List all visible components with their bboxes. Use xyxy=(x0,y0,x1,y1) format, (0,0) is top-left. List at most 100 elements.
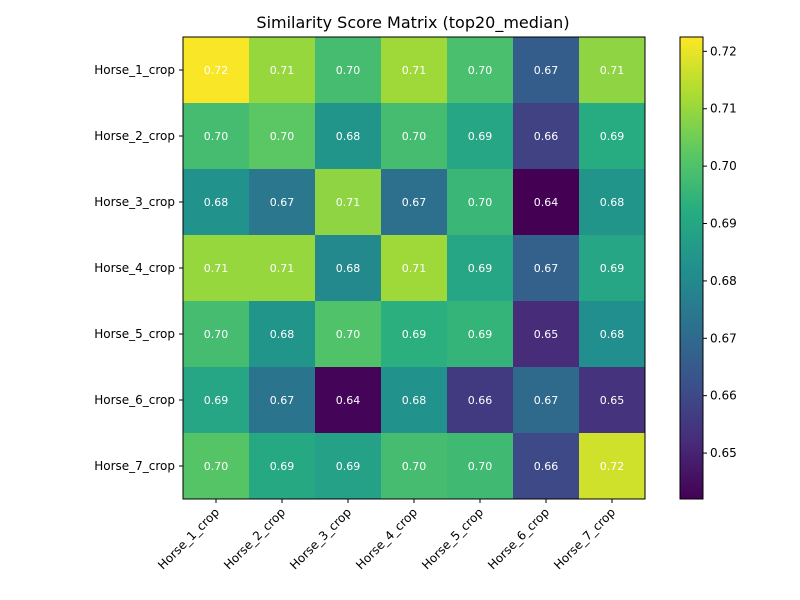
cell-value-label: 0.68 xyxy=(204,196,229,209)
cell-value-label: 0.71 xyxy=(270,262,295,275)
heatmap-cell xyxy=(381,169,447,235)
heatmap-cell xyxy=(249,301,315,367)
heatmap-cell xyxy=(513,367,579,433)
colorbar-tick-label: 0.68 xyxy=(710,274,737,288)
cell-value-label: 0.67 xyxy=(402,196,427,209)
heatmap-cell xyxy=(249,235,315,301)
cell-value-label: 0.68 xyxy=(270,328,295,341)
heatmap-cell xyxy=(513,103,579,169)
heatmap-cell xyxy=(381,103,447,169)
colorbar-tick-label: 0.71 xyxy=(710,102,737,116)
y-axis: Horse_1_crop Horse_2_crop Horse_3_crop Hors… xyxy=(94,63,183,473)
cell-value-label: 0.70 xyxy=(468,460,493,473)
cell-value-label: 0.69 xyxy=(468,328,493,341)
cell-value-label: 0.70 xyxy=(204,328,229,341)
heatmap-cell xyxy=(183,301,249,367)
cell-value-label: 0.67 xyxy=(534,64,559,77)
heatmap-cell xyxy=(381,433,447,499)
cell-value-label: 0.72 xyxy=(600,460,625,473)
colorbar-axis: 0.65 0.66 0.67 0.68 0.69 0.70 0.71 0.72 xyxy=(703,44,737,460)
cell-value-label: 0.70 xyxy=(204,460,229,473)
cell-value-label: 0.70 xyxy=(204,130,229,143)
y-tick-label: Horse_1_crop xyxy=(94,63,175,77)
cell-value-label: 0.69 xyxy=(600,130,625,143)
heatmap-cell xyxy=(579,169,645,235)
heatmap-cell xyxy=(447,169,513,235)
cell-value-label: 0.67 xyxy=(270,394,295,407)
cell-value-label: 0.71 xyxy=(270,64,295,77)
cell-value-label: 0.68 xyxy=(402,394,427,407)
heatmap-cell xyxy=(513,433,579,499)
heatmap-cell xyxy=(579,367,645,433)
heatmap-cell xyxy=(183,37,249,103)
cell-value-label: 0.67 xyxy=(534,262,559,275)
colorbar-tick-label: 0.67 xyxy=(710,331,737,345)
heatmap-cell xyxy=(249,37,315,103)
heatmap-cell xyxy=(447,235,513,301)
heatmap-cell xyxy=(513,235,579,301)
cell-value-label: 0.70 xyxy=(270,130,295,143)
heatmap-cell xyxy=(315,169,381,235)
heatmap-cell xyxy=(183,169,249,235)
heatmap-cell xyxy=(183,103,249,169)
chart-title: Similarity Score Matrix (top20_median) xyxy=(256,13,569,33)
heatmap-cell xyxy=(315,37,381,103)
cell-value-label: 0.68 xyxy=(600,328,625,341)
heatmap-cell xyxy=(381,37,447,103)
heatmap-cell xyxy=(579,301,645,367)
heatmap-cell xyxy=(447,103,513,169)
colorbar xyxy=(679,36,704,500)
cell-value-label: 0.67 xyxy=(534,394,559,407)
colorbar-tick-label: 0.72 xyxy=(710,44,737,58)
heatmap-cell xyxy=(381,367,447,433)
heatmap-cell xyxy=(447,433,513,499)
heatmap-cell xyxy=(579,37,645,103)
heatmap-cell xyxy=(315,103,381,169)
cell-value-label: 0.66 xyxy=(468,394,493,407)
cell-value-label: 0.71 xyxy=(600,64,625,77)
cell-value-label: 0.68 xyxy=(336,130,361,143)
heatmap-cell xyxy=(513,301,579,367)
cell-value-label: 0.70 xyxy=(468,64,493,77)
cell-value-label: 0.71 xyxy=(402,64,427,77)
heatmap-cell xyxy=(183,235,249,301)
cell-value-label: 0.69 xyxy=(402,328,427,341)
cell-value-label: 0.66 xyxy=(534,460,559,473)
colorbar-tick-label: 0.65 xyxy=(710,446,737,460)
cell-value-label: 0.69 xyxy=(204,394,229,407)
cell-value-label: 0.71 xyxy=(402,262,427,275)
heatmap-cell xyxy=(315,301,381,367)
heatmap-cell xyxy=(249,433,315,499)
heatmap-cell-labels: 0.72 0.71 0.70 0.71 0.70 0.67 0.71 0.70 0.70 0.68… xyxy=(204,64,625,473)
y-tick-label: Horse_5_crop xyxy=(94,327,175,341)
cell-value-label: 0.70 xyxy=(402,460,427,473)
heatmap-cell xyxy=(315,235,381,301)
heatmap-cell xyxy=(249,103,315,169)
cell-value-label: 0.68 xyxy=(600,196,625,209)
cell-value-label: 0.64 xyxy=(336,394,361,407)
cell-value-label: 0.70 xyxy=(336,64,361,77)
cell-value-label: 0.69 xyxy=(468,262,493,275)
colorbar-tick-label: 0.70 xyxy=(710,159,737,173)
heatmap-cell xyxy=(183,433,249,499)
y-tick-label: Horse_4_crop xyxy=(94,261,175,275)
y-tick-label: Horse_7_crop xyxy=(94,459,175,473)
y-tick-label: Horse_6_crop xyxy=(94,393,175,407)
heatmap-cell xyxy=(447,301,513,367)
heatmap-cell xyxy=(315,433,381,499)
heatmap-cell xyxy=(579,235,645,301)
cell-value-label: 0.71 xyxy=(204,262,229,275)
heatmap-cell xyxy=(381,301,447,367)
cell-value-label: 0.66 xyxy=(534,130,559,143)
cell-value-label: 0.68 xyxy=(336,262,361,275)
cell-value-label: 0.70 xyxy=(468,196,493,209)
heatmap-cell xyxy=(513,169,579,235)
y-tick-label: Horse_2_crop xyxy=(94,129,175,143)
cell-value-label: 0.70 xyxy=(336,328,361,341)
heatmap-cells xyxy=(183,37,645,499)
heatmap-cell xyxy=(183,367,249,433)
heatmap-cell xyxy=(579,433,645,499)
cell-value-label: 0.65 xyxy=(534,328,559,341)
colorbar-tick-label: 0.69 xyxy=(710,217,737,231)
